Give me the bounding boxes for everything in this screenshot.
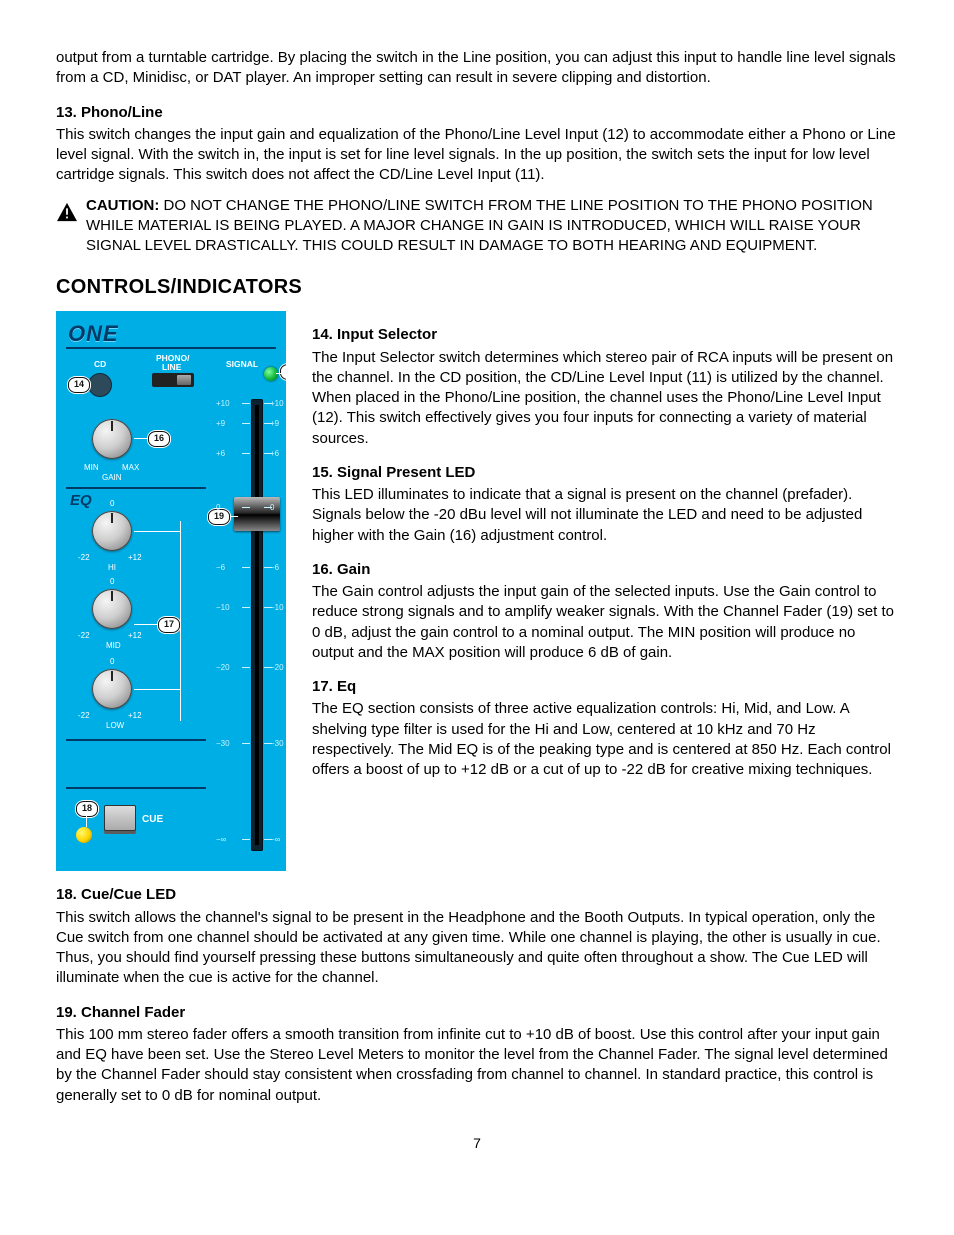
eq-hi-knob[interactable] — [92, 511, 132, 551]
label-zero-mid: 0 — [110, 577, 114, 588]
label-low-high: +12 — [128, 711, 142, 722]
fader-scale-left: −10 — [216, 603, 230, 614]
item14-body: The Input Selector switch determines whi… — [312, 348, 898, 449]
label-hi-low: -22 — [78, 553, 90, 564]
eq-label: EQ — [70, 491, 92, 511]
label-low-low: -22 — [78, 711, 90, 722]
label-cue: CUE — [142, 813, 163, 827]
signal-present-led — [264, 367, 278, 381]
panel-logo: ONE — [68, 319, 119, 349]
item19-heading: 19. Channel Fader — [56, 1003, 898, 1023]
callout-14: 14 — [68, 377, 90, 393]
fader-scale-right: −6 — [270, 563, 279, 574]
label-gain: GAIN — [102, 473, 122, 484]
fader-scale-left: −30 — [216, 739, 230, 750]
label-low: LOW — [106, 721, 124, 732]
label-min: MIN — [84, 463, 99, 474]
callout-16: 16 — [148, 431, 170, 447]
cd-indicator — [88, 373, 112, 397]
page-number: 7 — [56, 1134, 898, 1153]
controls-indicators-heading: CONTROLS/INDICATORS — [56, 274, 898, 301]
label-zero-hi: 0 — [110, 499, 114, 510]
cue-led — [76, 827, 92, 843]
item13-body: This switch changes the input gain and e… — [56, 125, 898, 186]
fader-scale-right: −20 — [270, 663, 284, 674]
fader-scale-right: −30 — [270, 739, 284, 750]
caution-label: CAUTION: — [86, 197, 159, 214]
fader-scale-left: −6 — [216, 563, 225, 574]
fader-scale-left: +9 — [216, 419, 225, 430]
callout-17: 17 — [158, 617, 180, 633]
eq-low-knob[interactable] — [92, 669, 132, 709]
label-cd: CD — [94, 359, 106, 370]
fader-scale-left: 0 — [216, 503, 220, 514]
item15-body: This LED illuminates to indicate that a … — [312, 485, 898, 546]
item13-heading: 13. Phono/Line — [56, 103, 898, 123]
eq-mid-knob[interactable] — [92, 589, 132, 629]
label-signal: SIGNAL — [226, 359, 258, 370]
cue-button[interactable] — [104, 805, 136, 831]
label-mid-high: +12 — [128, 631, 142, 642]
fader-scale-right: −∞ — [270, 835, 280, 846]
fader-scale-right: −10 — [270, 603, 284, 614]
label-zero-low: 0 — [110, 657, 114, 668]
mixer-channel-panel: ONE CD PHONO/ LINE SIGNAL 14 15 MIN MAX … — [56, 311, 286, 871]
caution-block: CAUTION: DO NOT CHANGE THE PHONO/LINE SW… — [56, 196, 898, 257]
caution-text: DO NOT CHANGE THE PHONO/LINE SWITCH FROM… — [86, 197, 873, 255]
fader-scale-left: +6 — [216, 449, 225, 460]
input-selector-toggle[interactable] — [152, 373, 194, 387]
item15-heading: 15. Signal Present LED — [312, 463, 898, 483]
item18-heading: 18. Cue/Cue LED — [56, 885, 898, 905]
label-line: LINE — [162, 362, 181, 373]
fader-scale-right: +6 — [270, 449, 279, 460]
item17-heading: 17. Eq — [312, 677, 898, 697]
warning-icon — [56, 202, 78, 228]
fader-scale-right: 0 — [270, 503, 274, 514]
item18-body: This switch allows the channel's signal … — [56, 908, 898, 989]
fader-scale-right: +9 — [270, 419, 279, 430]
label-hi-high: +12 — [128, 553, 142, 564]
item17-body: The EQ section consists of three active … — [312, 699, 898, 780]
fader-scale-left: −20 — [216, 663, 230, 674]
fader-scale-left: −∞ — [216, 835, 226, 846]
callout-18: 18 — [76, 801, 98, 817]
fader-scale-right: +10 — [270, 399, 284, 410]
label-mid: MID — [106, 641, 121, 652]
intro-paragraph: output from a turntable cartridge. By pl… — [56, 48, 898, 89]
gain-knob[interactable] — [92, 419, 132, 459]
label-max: MAX — [122, 463, 139, 474]
callout-15: 15 — [280, 364, 286, 380]
item14-heading: 14. Input Selector — [312, 325, 898, 345]
label-hi: HI — [108, 563, 116, 574]
item19-body: This 100 mm stereo fader offers a smooth… — [56, 1025, 898, 1106]
item16-heading: 16. Gain — [312, 560, 898, 580]
item16-body: The Gain control adjusts the input gain … — [312, 582, 898, 663]
label-mid-low: -22 — [78, 631, 90, 642]
fader-scale-left: +10 — [216, 399, 230, 410]
